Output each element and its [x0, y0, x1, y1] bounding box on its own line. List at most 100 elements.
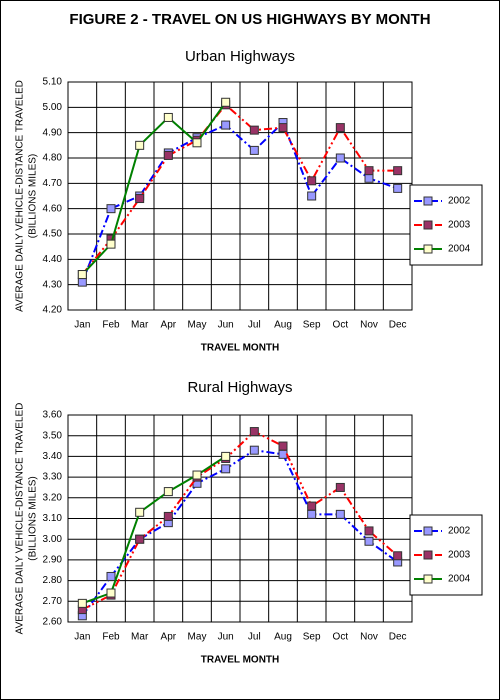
y-tick-label: 3.20 [43, 492, 63, 503]
y-tick-label: 4.40 [43, 254, 63, 265]
marker [278, 441, 288, 451]
marker [364, 166, 374, 176]
marker [393, 183, 403, 193]
x-tick-label: Nov [360, 632, 378, 643]
marker [249, 145, 259, 155]
x-tick-label: May [188, 632, 207, 643]
x-tick-label: Aug [274, 632, 292, 643]
series-line [81, 449, 399, 617]
marker [221, 451, 231, 461]
marker [77, 598, 87, 608]
x-tick-label: Apr [161, 320, 177, 331]
y-tick-label: 2.90 [43, 555, 63, 566]
x-tick-label: Nov [360, 320, 378, 331]
x-tick-label: Mar [131, 320, 149, 331]
x-tick-label: Feb [102, 320, 120, 331]
x-tick-label: Jun [218, 320, 234, 331]
marker [335, 509, 345, 519]
marker [393, 551, 403, 561]
y-tick-label: 4.20 [43, 305, 63, 316]
marker [106, 239, 116, 249]
y-tick-label: 5.10 [43, 77, 63, 88]
y-tick-label: 2.80 [43, 575, 63, 586]
y-tick-label: 2.60 [43, 617, 63, 628]
x-tick-label: Jun [218, 632, 234, 643]
y-tick-label: 3.10 [43, 513, 63, 524]
marker [106, 571, 116, 581]
legend-label: 2004 [448, 244, 471, 255]
marker [163, 487, 173, 497]
y-axis-label: (BILLIONS MILES) [28, 476, 39, 560]
marker [307, 509, 317, 519]
legend-marker [423, 244, 433, 254]
marker [163, 112, 173, 122]
legend-label: 2003 [448, 220, 471, 231]
x-tick-label: Dec [389, 632, 407, 643]
marker [135, 194, 145, 204]
marker [163, 150, 173, 160]
x-axis-label: TRAVEL MONTH [201, 655, 280, 666]
x-tick-label: Jul [248, 320, 261, 331]
x-tick-label: Apr [161, 632, 177, 643]
marker [249, 427, 259, 437]
marker [221, 464, 231, 474]
y-tick-label: 2.70 [43, 596, 63, 607]
series-line [81, 103, 398, 276]
marker [335, 482, 345, 492]
marker [163, 511, 173, 521]
chart-title: Urban Highways [185, 48, 295, 65]
legend-marker [423, 196, 433, 206]
series-line [81, 120, 399, 283]
marker [335, 123, 345, 133]
y-tick-label: 3.50 [43, 430, 63, 441]
x-tick-label: Oct [333, 320, 349, 331]
legend-marker [423, 220, 433, 230]
y-tick-label: 3.40 [43, 451, 63, 462]
x-tick-label: Oct [333, 632, 349, 643]
marker [393, 166, 403, 176]
marker [221, 97, 231, 107]
legend-label: 2003 [448, 550, 471, 561]
marker [106, 588, 116, 598]
x-tick-label: Jul [248, 632, 261, 643]
y-tick-label: 3.60 [43, 410, 63, 421]
y-tick-label: 4.90 [43, 127, 63, 138]
marker [364, 526, 374, 536]
legend-marker [423, 574, 433, 584]
marker [221, 120, 231, 130]
series-line [81, 430, 399, 611]
marker [135, 507, 145, 517]
y-axis-label: (BILLIONS MILES) [28, 154, 39, 238]
marker [307, 501, 317, 511]
y-tick-label: 3.30 [43, 472, 63, 483]
x-tick-label: Jan [74, 632, 90, 643]
series-line [81, 101, 227, 276]
legend-label: 2002 [448, 196, 471, 207]
y-tick-label: 5.00 [43, 102, 63, 113]
legend-label: 2004 [448, 574, 471, 585]
marker [192, 138, 202, 148]
marker [249, 125, 259, 135]
marker [192, 470, 202, 480]
marker [249, 445, 259, 455]
marker [135, 140, 145, 150]
x-tick-label: Aug [274, 320, 292, 331]
y-tick-label: 4.30 [43, 279, 63, 290]
y-tick-label: 4.80 [43, 153, 63, 164]
x-tick-label: Sep [303, 632, 321, 643]
x-tick-label: May [188, 320, 207, 331]
y-tick-label: 4.60 [43, 203, 63, 214]
marker [77, 270, 87, 280]
x-tick-label: Mar [131, 632, 149, 643]
marker [77, 277, 87, 287]
x-tick-label: Sep [303, 320, 321, 331]
y-axis-label: AVERAGE DAILY VEHICLE-DISTANCE TRAVELED [15, 403, 26, 635]
chart-title: Rural Highways [187, 379, 292, 396]
x-tick-label: Feb [102, 632, 120, 643]
marker [135, 534, 145, 544]
legend-marker [423, 526, 433, 536]
x-tick-label: Jan [74, 320, 90, 331]
y-tick-label: 3.00 [43, 534, 63, 545]
legend-marker [423, 550, 433, 560]
